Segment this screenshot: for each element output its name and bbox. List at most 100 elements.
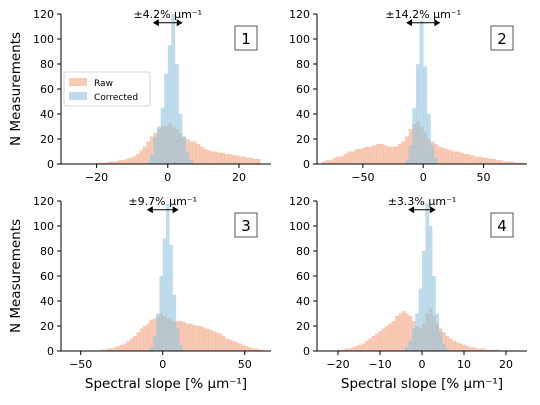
panel-2: 0 20 40 60 80 100 120 −50 0 50 ±14.2% µm⁻¹ 2 (289, 8, 527, 184)
bar-raw (368, 338, 372, 351)
bar-raw (445, 336, 450, 351)
bar-raw (482, 348, 487, 351)
bar-raw (121, 160, 126, 164)
bars (100, 203, 265, 351)
bar-corrected (408, 341, 413, 351)
annotation-arrow-head-right (172, 206, 179, 214)
bar-raw (485, 349, 490, 351)
y-tick-label: 120 (33, 195, 54, 208)
bar-corrected (159, 276, 164, 351)
bar-corrected (185, 151, 190, 164)
bar-raw (492, 159, 496, 164)
bar-raw (149, 136, 154, 164)
y-tick-label: 80 (40, 58, 54, 71)
bar-corrected (164, 74, 169, 164)
bar-raw (133, 336, 137, 351)
y-tick-label: 40 (40, 295, 54, 308)
bar-raw (228, 339, 232, 351)
bar-raw (405, 136, 410, 164)
bar-raw (391, 321, 396, 351)
bar-corrected (172, 294, 177, 351)
bar-corrected (405, 347, 409, 351)
bar-raw (103, 349, 108, 351)
x-tick-label: 0 (419, 358, 426, 371)
bar-raw (185, 323, 190, 351)
annotation-label: ±4.2% µm⁻¹ (133, 8, 202, 21)
x-tick-label: 0 (159, 358, 166, 371)
bars (338, 203, 500, 351)
bar-raw (221, 152, 226, 164)
bar-raw (358, 149, 362, 164)
bar-corrected (171, 14, 176, 164)
bar-raw (394, 146, 399, 164)
bar-corrected (430, 145, 435, 164)
bar-raw (458, 343, 463, 351)
bar-raw (452, 341, 456, 351)
bar-raw (196, 144, 201, 164)
y-tick-label: 100 (289, 33, 310, 46)
bar-raw (107, 161, 112, 164)
y-tick-label: 80 (40, 245, 54, 258)
annotation-label: ±9.7% µm⁻¹ (128, 195, 197, 208)
bar-raw (388, 323, 393, 351)
y-tick-label: 60 (296, 83, 310, 96)
x-tick-label: −50 (69, 358, 92, 371)
x-tick-label: −20 (326, 358, 349, 371)
bar-corrected (149, 154, 154, 164)
bar-raw (470, 155, 475, 164)
bar-raw (195, 326, 200, 351)
panel-number: 1 (241, 30, 251, 48)
bar-raw (189, 141, 193, 164)
y-tick-label: 0 (303, 158, 310, 171)
bar-raw (381, 328, 386, 351)
bar-raw (251, 348, 255, 351)
bar-corrected (189, 160, 193, 164)
bar-raw (256, 159, 261, 164)
bar-raw (132, 156, 137, 164)
bar-raw (408, 316, 413, 351)
bar-raw (466, 154, 471, 164)
bar-raw (395, 316, 399, 351)
bar-corrected (408, 145, 413, 164)
bar-raw (139, 150, 144, 164)
annotation-arrow-head-right (176, 19, 183, 27)
bar-raw (452, 151, 457, 164)
bar-raw (492, 349, 497, 351)
y-tick-label: 60 (40, 83, 54, 96)
bar-raw (379, 144, 384, 164)
annotation-label: ±3.3% µm⁻¹ (388, 195, 457, 208)
bar-raw (100, 349, 104, 351)
bar-raw (120, 344, 124, 351)
bar-raw (338, 349, 342, 351)
bar-raw (517, 162, 522, 164)
x-axis-label: Spectral slope [% µm⁻¹] (341, 376, 503, 392)
y-tick-label: 80 (296, 58, 310, 71)
bar-raw (329, 160, 333, 164)
y-tick-label: 20 (40, 133, 54, 146)
bar-raw (192, 141, 197, 164)
bar-raw (123, 343, 127, 351)
bar-raw (146, 141, 151, 164)
annotation-arrow-head-right (434, 19, 441, 27)
bar-raw (354, 149, 359, 164)
y-tick-label: 120 (33, 8, 54, 21)
bar-raw (502, 161, 507, 164)
bar-raw (215, 332, 219, 351)
bar-corrected (157, 126, 161, 164)
bar-corrected (426, 114, 431, 164)
bar-corrected (167, 45, 172, 164)
x-tick-label: 0 (420, 171, 427, 184)
bar-corrected (179, 344, 183, 351)
bar-raw (248, 347, 252, 351)
panel-3: 0 20 40 60 80 100 120 −50 0 50 N Measurements Spect… (8, 195, 271, 392)
bar-corrected (149, 347, 154, 351)
panel-number: 2 (497, 30, 507, 48)
y-tick-label: 20 (296, 133, 310, 146)
bar-raw (246, 157, 250, 164)
panel-1: 0 20 40 60 80 100 120 −20 0 20 N Measurements ±4.2%… (8, 8, 271, 184)
bar-raw (244, 346, 249, 351)
bar-corrected (153, 136, 158, 164)
bar-raw (354, 346, 359, 351)
y-axis-label: N Measurements (8, 32, 24, 146)
bar-raw (341, 349, 346, 351)
